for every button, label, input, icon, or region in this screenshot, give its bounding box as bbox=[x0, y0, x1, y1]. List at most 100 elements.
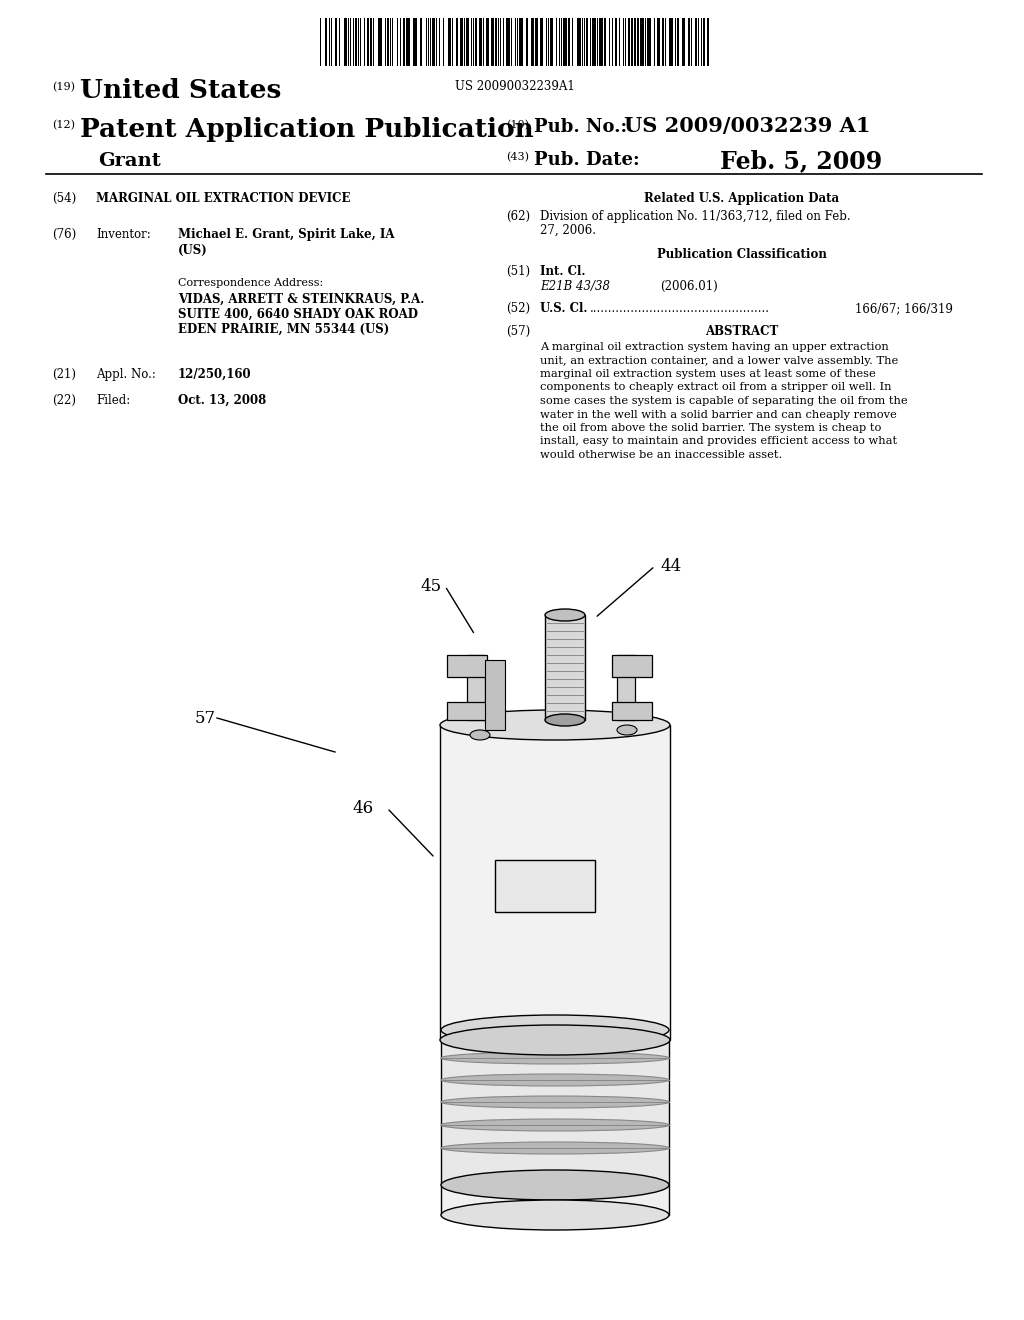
Bar bbox=[540, 18, 543, 66]
Text: (22): (22) bbox=[52, 393, 76, 407]
Bar bbox=[705, 18, 707, 66]
Bar bbox=[413, 18, 417, 66]
Bar bbox=[640, 18, 644, 66]
Text: U.S. Cl.: U.S. Cl. bbox=[540, 302, 588, 315]
Text: 45: 45 bbox=[420, 578, 441, 595]
Text: (10): (10) bbox=[506, 120, 529, 131]
Ellipse shape bbox=[441, 1074, 669, 1086]
Text: Pub. Date:: Pub. Date: bbox=[534, 150, 640, 169]
Bar bbox=[685, 18, 688, 66]
Text: water in the well with a solid barrier and can cheaply remove: water in the well with a solid barrier a… bbox=[540, 409, 897, 420]
Text: E21B 43/38: E21B 43/38 bbox=[540, 280, 610, 293]
Text: 57: 57 bbox=[195, 710, 216, 727]
Ellipse shape bbox=[470, 730, 490, 741]
Bar bbox=[506, 18, 510, 66]
Bar bbox=[344, 18, 347, 66]
Bar bbox=[588, 18, 590, 66]
Text: (US): (US) bbox=[178, 244, 208, 257]
Bar bbox=[365, 18, 367, 66]
Bar bbox=[489, 18, 490, 66]
Bar bbox=[669, 18, 673, 66]
Text: Publication Classification: Publication Classification bbox=[657, 248, 827, 261]
Text: (51): (51) bbox=[506, 265, 530, 279]
Bar bbox=[440, 725, 670, 1040]
Bar bbox=[340, 18, 344, 66]
Text: SUITE 400, 6640 SHADY OAK ROAD: SUITE 400, 6640 SHADY OAK ROAD bbox=[178, 308, 418, 321]
Bar bbox=[417, 18, 420, 66]
Ellipse shape bbox=[441, 1200, 669, 1230]
Bar bbox=[620, 18, 623, 66]
Bar bbox=[374, 18, 378, 66]
Text: A marginal oil extraction system having an upper extraction: A marginal oil extraction system having … bbox=[540, 342, 889, 352]
Text: the oil from above the solid barrier. The system is cheap to: the oil from above the solid barrier. Th… bbox=[540, 422, 882, 433]
Text: Feb. 5, 2009: Feb. 5, 2009 bbox=[720, 149, 883, 173]
Bar bbox=[577, 18, 581, 66]
Bar bbox=[557, 18, 559, 66]
Bar bbox=[485, 660, 505, 730]
Bar bbox=[361, 18, 364, 66]
Bar bbox=[651, 18, 654, 66]
Bar bbox=[321, 18, 325, 66]
Bar bbox=[335, 18, 337, 66]
Text: Patent Application Publication: Patent Application Publication bbox=[80, 117, 534, 143]
Bar bbox=[441, 1030, 669, 1185]
Bar bbox=[535, 18, 538, 66]
Ellipse shape bbox=[441, 1170, 669, 1200]
Text: ABSTRACT: ABSTRACT bbox=[706, 325, 778, 338]
Bar bbox=[553, 18, 556, 66]
Bar bbox=[673, 18, 675, 66]
Text: United States: United States bbox=[80, 78, 282, 103]
Bar bbox=[523, 18, 526, 66]
Ellipse shape bbox=[441, 1119, 669, 1131]
Text: Int. Cl.: Int. Cl. bbox=[540, 265, 586, 279]
Bar bbox=[378, 18, 382, 66]
Text: Correspondence Address:: Correspondence Address: bbox=[178, 279, 324, 288]
Bar bbox=[586, 18, 588, 66]
Text: (43): (43) bbox=[506, 152, 529, 162]
Text: install, easy to maintain and provides efficient access to what: install, easy to maintain and provides e… bbox=[540, 437, 897, 446]
Bar bbox=[398, 18, 400, 66]
Bar bbox=[610, 18, 612, 66]
Bar bbox=[475, 18, 477, 66]
Text: 27, 2006.: 27, 2006. bbox=[540, 224, 596, 238]
Ellipse shape bbox=[617, 725, 637, 735]
Text: Appl. No.:: Appl. No.: bbox=[96, 368, 156, 381]
Text: US 20090032239A1: US 20090032239A1 bbox=[455, 81, 574, 92]
Bar bbox=[550, 18, 553, 66]
Bar bbox=[337, 18, 339, 66]
Bar bbox=[370, 18, 372, 66]
Ellipse shape bbox=[441, 1015, 669, 1045]
Text: MARGINAL OIL EXTRACTION DEVICE: MARGINAL OIL EXTRACTION DEVICE bbox=[96, 191, 350, 205]
Text: (57): (57) bbox=[506, 325, 530, 338]
Bar bbox=[526, 18, 528, 66]
Bar bbox=[707, 18, 709, 66]
Bar bbox=[486, 18, 489, 66]
Bar bbox=[367, 18, 369, 66]
Bar bbox=[449, 18, 451, 66]
Bar bbox=[657, 18, 660, 66]
Ellipse shape bbox=[440, 710, 670, 741]
Bar bbox=[543, 18, 546, 66]
Bar bbox=[432, 18, 435, 66]
Ellipse shape bbox=[441, 1052, 669, 1064]
Bar bbox=[351, 18, 353, 66]
Bar bbox=[332, 18, 335, 66]
Bar bbox=[612, 702, 652, 719]
Bar bbox=[612, 655, 652, 677]
Bar bbox=[563, 18, 567, 66]
Bar bbox=[519, 18, 523, 66]
Bar bbox=[568, 18, 570, 66]
Bar bbox=[545, 615, 585, 719]
Text: US 2009/0032239 A1: US 2009/0032239 A1 bbox=[624, 116, 870, 136]
Bar bbox=[327, 18, 329, 66]
Bar bbox=[490, 18, 494, 66]
Bar bbox=[393, 18, 397, 66]
Ellipse shape bbox=[440, 1026, 670, 1055]
Bar bbox=[467, 655, 485, 719]
Bar bbox=[355, 18, 357, 66]
Bar bbox=[606, 18, 609, 66]
Bar bbox=[406, 18, 410, 66]
Bar bbox=[501, 18, 503, 66]
Bar bbox=[453, 18, 456, 66]
Bar bbox=[403, 18, 406, 66]
